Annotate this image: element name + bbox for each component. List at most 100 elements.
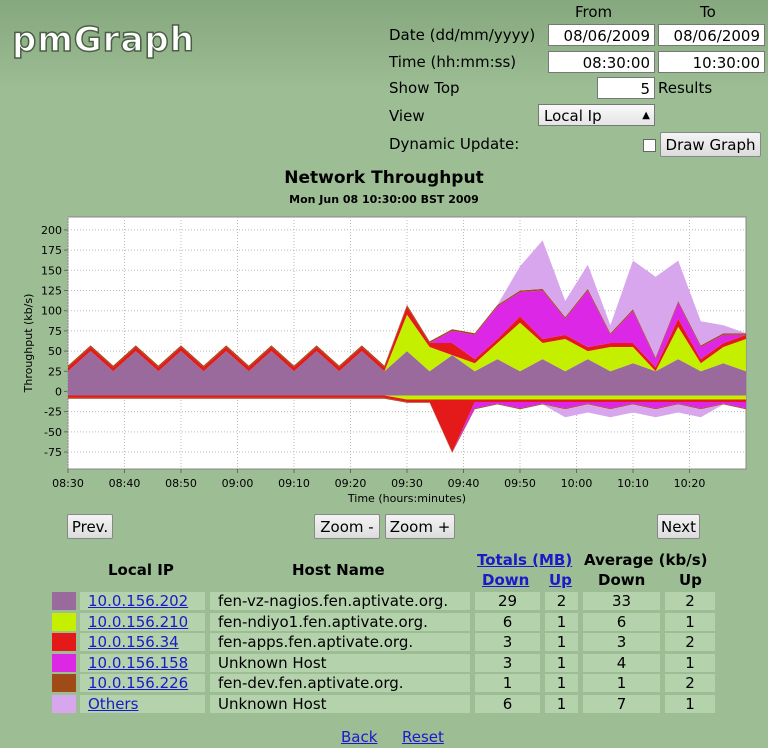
y-tick-label: 25 — [48, 365, 62, 378]
down-cell: 3 — [475, 653, 540, 672]
ip-link[interactable]: 10.0.156.158 — [88, 653, 189, 672]
ip-link[interactable]: 10.0.156.202 — [88, 592, 189, 610]
up-cell: 1 — [545, 612, 578, 631]
swatch — [52, 633, 76, 651]
select-arrow: ▲︎ — [642, 110, 650, 121]
avg-up-cell: 1 — [665, 694, 715, 713]
results-label: Results — [658, 79, 713, 97]
ip-cell — [80, 612, 205, 631]
y-tick-label: 75 — [48, 325, 62, 338]
chart-title: Network Throughput — [284, 168, 483, 188]
x-tick-label: 09:10 — [278, 477, 310, 490]
down-cell: 29 — [475, 592, 540, 610]
area — [68, 398, 746, 453]
prev-button[interactable]: Prev. — [67, 514, 113, 539]
area — [68, 395, 746, 400]
ip-cell — [80, 674, 205, 692]
x-tick-label: 09:30 — [391, 477, 423, 490]
time-from-input[interactable]: 08:30:00 — [548, 51, 655, 73]
down-cell: 3 — [475, 633, 540, 651]
totals-header[interactable]: Totals (MB) — [477, 551, 573, 569]
ip-cell — [80, 592, 205, 610]
y-tick-label: -50 — [44, 426, 62, 439]
host-cell: Unknown Host — [210, 653, 470, 672]
avg-down-cell: 7 — [583, 694, 660, 713]
to-label: To — [700, 3, 716, 21]
date-label: Date (dd/mm/yyyy) — [389, 26, 536, 44]
chart: Network Throughput Mon Jun 08 10:30:00 B… — [22, 168, 747, 505]
host-cell: fen-vz-nagios.fen.aptivate.org. — [210, 592, 470, 610]
down-cell: 6 — [475, 612, 540, 631]
from-label: From — [575, 3, 613, 21]
reset-link[interactable]: Reset — [402, 728, 444, 746]
time-label: Time (hh:mm:ss) — [389, 53, 517, 71]
y-tick-label: 200 — [41, 224, 62, 237]
x-tick-label: 08:40 — [109, 477, 141, 490]
host-cell: fen-dev.fen.aptivate.org. — [210, 674, 470, 692]
show-top-input[interactable]: 5 — [597, 77, 655, 99]
y-tick-label: 175 — [41, 244, 62, 257]
x-tick-label: 08:50 — [165, 477, 197, 490]
avg-up-cell: 2 — [665, 592, 715, 610]
avg-down-cell: 1 — [583, 674, 660, 692]
up-cell: 1 — [545, 674, 578, 692]
y-tick-label: 100 — [41, 305, 62, 318]
avg-up-cell: 2 — [665, 674, 715, 692]
ip-link[interactable]: Others — [88, 694, 139, 713]
down-header[interactable]: Down — [482, 571, 530, 589]
dynamic-checkbox[interactable] — [643, 139, 656, 152]
ip-link[interactable]: 10.0.156.210 — [88, 612, 189, 631]
host-cell: Unknown Host — [210, 694, 470, 713]
dynamic-label: Dynamic Update: — [389, 135, 520, 153]
x-tick-label: 10:20 — [674, 477, 706, 490]
date-to-input[interactable]: 08/06/2009 — [658, 24, 765, 46]
avg-up-header: Up — [679, 571, 702, 589]
avg-down-cell: 3 — [583, 633, 660, 651]
area — [68, 397, 746, 453]
back-link[interactable]: Back — [341, 728, 378, 746]
swatch — [52, 612, 76, 631]
y-tick-label: -25 — [44, 406, 62, 419]
y-tick-label: 0 — [55, 385, 62, 398]
view-label: View — [389, 107, 425, 125]
y-tick-label: 125 — [41, 285, 62, 298]
y-tick-label: 150 — [41, 264, 62, 277]
avg-up-cell: 1 — [665, 653, 715, 672]
swatch — [52, 694, 76, 713]
up-cell: 1 — [545, 653, 578, 672]
average-header: Average (kb/s) — [584, 551, 708, 569]
ip-cell — [80, 633, 205, 651]
up-cell: 2 — [545, 592, 578, 610]
x-tick-label: 09:00 — [222, 477, 254, 490]
area — [68, 290, 746, 368]
x-tick-label: 09:20 — [335, 477, 367, 490]
draw-graph-button[interactable]: Draw Graph — [660, 132, 761, 157]
y-tick-label: -75 — [44, 446, 62, 459]
zoom-in-button[interactable]: Zoom + — [385, 514, 455, 539]
area — [68, 351, 746, 392]
host-name-header: Host Name — [292, 561, 385, 579]
avg-down-cell: 6 — [583, 612, 660, 631]
up-cell: 1 — [545, 633, 578, 651]
avg-down-header: Down — [598, 571, 646, 589]
ip-link[interactable]: 10.0.156.226 — [88, 674, 189, 692]
view-select[interactable]: Local Ip ▲︎ — [538, 104, 655, 126]
x-axis-label: Time (hours:minutes) — [347, 492, 466, 505]
avg-down-cell: 33 — [583, 592, 660, 610]
show-top-label: Show Top — [389, 79, 460, 97]
chart-subtitle: Mon Jun 08 10:30:00 BST 2009 — [289, 193, 479, 206]
ip-cell — [80, 653, 205, 672]
ip-cell — [80, 694, 205, 713]
avg-down-cell: 4 — [583, 653, 660, 672]
next-button[interactable]: Next — [657, 514, 700, 539]
up-header[interactable]: Up — [549, 571, 572, 589]
y-tick-label: 50 — [48, 345, 62, 358]
area — [68, 395, 746, 453]
x-tick-label: 09:40 — [448, 477, 480, 490]
time-to-input[interactable]: 10:30:00 — [658, 51, 765, 73]
ip-link[interactable]: 10.0.156.34 — [88, 633, 179, 651]
zoom-out-button[interactable]: Zoom - — [314, 514, 380, 539]
x-tick-label: 10:00 — [561, 477, 593, 490]
date-from-input[interactable]: 08/06/2009 — [548, 24, 655, 46]
